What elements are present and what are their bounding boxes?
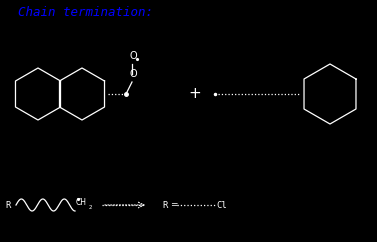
Text: O: O <box>129 51 137 61</box>
Text: O: O <box>129 69 137 79</box>
Text: Cl: Cl <box>216 201 227 210</box>
Text: R: R <box>5 201 11 210</box>
Text: =: = <box>170 201 178 210</box>
Text: R: R <box>162 201 167 210</box>
Text: 2: 2 <box>89 205 92 210</box>
Text: +: + <box>188 86 201 101</box>
Text: CH: CH <box>76 198 87 207</box>
Text: Chain termination:: Chain termination: <box>18 6 153 19</box>
